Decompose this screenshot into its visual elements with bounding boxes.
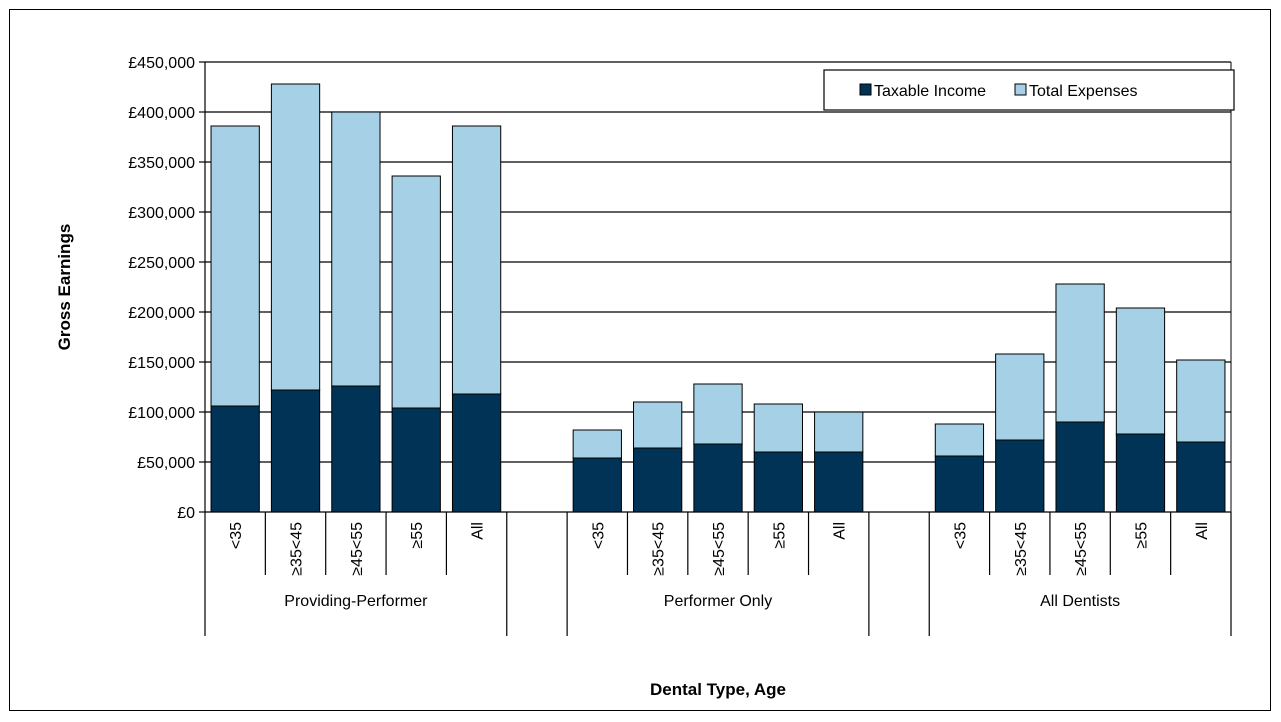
bar-taxable-income — [753, 451, 803, 513]
legend-swatch — [859, 83, 872, 96]
legend: Taxable Income Total Expenses — [823, 69, 1235, 111]
x-tick-label: ≥45<55 — [711, 522, 728, 576]
bar-total-expenses — [995, 353, 1045, 441]
bar-total-expenses — [1115, 307, 1166, 435]
bar-taxable-income — [451, 393, 502, 513]
legend-swatch — [1014, 83, 1027, 96]
x-tick-label: ≥35<45 — [1013, 522, 1030, 576]
bar-taxable-income — [693, 443, 743, 513]
bar-taxable-income — [995, 439, 1045, 513]
x-tick-label: All — [470, 522, 487, 540]
bar-taxable-income — [1176, 441, 1226, 513]
bar-total-expenses — [270, 83, 321, 391]
y-tick-label: £300,000 — [128, 205, 195, 222]
bar-taxable-income — [391, 407, 441, 513]
x-tick-label: ≥35<45 — [651, 522, 668, 576]
x-tick-label: <35 — [952, 522, 969, 549]
y-tick-label: £50,000 — [137, 455, 195, 472]
bar-taxable-income — [210, 405, 260, 513]
bar-total-expenses — [331, 111, 381, 387]
x-tick-label: All — [832, 522, 849, 540]
x-group-label: All Dentists — [1040, 593, 1120, 610]
x-tick-label: ≥45<55 — [349, 522, 366, 576]
bar-total-expenses — [693, 383, 743, 445]
y-tick-label: £150,000 — [128, 355, 195, 372]
y-tick-label: £250,000 — [128, 255, 195, 272]
y-axis-title: Gross Earnings — [55, 224, 74, 351]
bar-taxable-income — [1055, 421, 1105, 513]
bar-taxable-income — [633, 447, 683, 513]
bar-taxable-income — [814, 451, 864, 513]
bar-total-expenses — [391, 175, 441, 409]
bar-total-expenses — [1176, 359, 1226, 443]
bar-taxable-income — [572, 457, 622, 513]
legend-box — [823, 69, 1235, 111]
y-tick-labels: £0 £50,000 £100,000 £150,000 £200,000 £250,00… — [128, 55, 195, 522]
x-tick-label: All — [1194, 522, 1211, 540]
bars — [210, 83, 1226, 513]
bar-total-expenses — [451, 125, 502, 395]
bar-total-expenses — [1055, 283, 1105, 423]
y-tick-label: £200,000 — [128, 305, 195, 322]
x-group-label: Providing-Performer — [284, 593, 428, 610]
bar-taxable-income — [934, 455, 985, 513]
x-tick-label: ≥55 — [409, 522, 426, 549]
bar-taxable-income — [270, 389, 321, 513]
bar-total-expenses — [210, 125, 260, 407]
axes — [199, 61, 1232, 636]
y-tick-label: £100,000 — [128, 405, 195, 422]
x-tick-label: <35 — [590, 522, 607, 549]
bar-total-expenses — [633, 401, 683, 449]
x-axis-title: Dental Type, Age — [650, 680, 786, 699]
x-tick-label: ≥55 — [771, 522, 788, 549]
x-tick-label: ≥35<45 — [289, 522, 306, 576]
x-tick-label: <35 — [228, 522, 245, 549]
bar-taxable-income — [1115, 433, 1166, 513]
bar-total-expenses — [814, 411, 864, 453]
x-tick-labels: <35 ≥35<45 ≥45<55 ≥55 All <35 ≥35<45 ≥45<55 ≥55 A… — [228, 522, 1211, 610]
x-group-label: Performer Only — [664, 593, 772, 610]
y-tick-label: £400,000 — [128, 105, 195, 122]
y-tick-label: £350,000 — [128, 155, 195, 172]
y-tick-label: £0 — [177, 505, 195, 522]
bar-total-expenses — [753, 403, 803, 453]
bar-total-expenses — [572, 429, 622, 459]
x-tick-label: ≥55 — [1133, 522, 1150, 549]
legend-label: Total Expenses — [1029, 83, 1138, 100]
bar-taxable-income — [331, 385, 381, 513]
bar-total-expenses — [934, 423, 985, 457]
x-tick-label: ≥45<55 — [1073, 522, 1090, 576]
y-tick-label: £450,000 — [128, 55, 195, 72]
legend-label: Taxable Income — [874, 83, 986, 100]
